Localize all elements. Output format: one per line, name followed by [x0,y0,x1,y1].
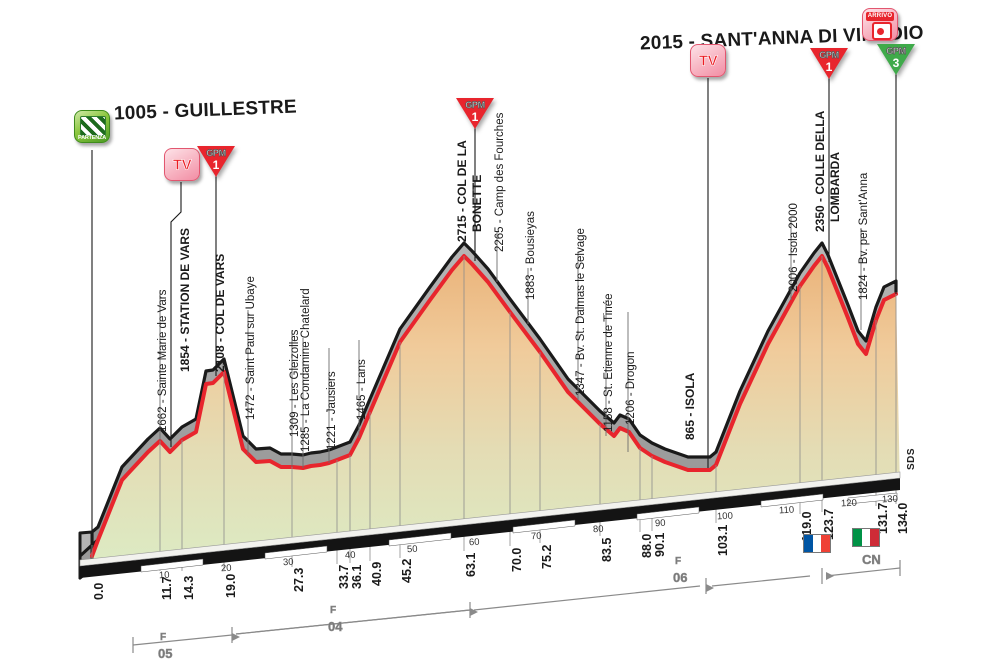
partenza-badge: PARTENZA [74,110,110,143]
route-line [90,254,898,558]
road-number-label: 06 [673,570,688,586]
road-country-label: F [330,605,337,617]
axis-white-segments [140,492,898,573]
marker-leader-lines [91,74,897,545]
gpm-label: GPM [206,148,227,159]
place-leader-lines [159,218,862,468]
partenza-label: PARTENZA [78,135,106,141]
distance-axis-top [79,471,901,567]
gpm-marker-santanna[interactable]: GPM 3 [877,44,915,75]
gpm-category: 3 [892,56,900,70]
gpm-category: 1 [471,110,479,124]
tv-badge: TV [690,44,726,77]
gpm-category: 1 [825,60,833,74]
road-number-label: 04 [328,619,343,635]
tv-label: TV [172,156,192,174]
gpm-triangle-icon: GPM 1 [456,98,494,129]
road-number-label: 05 [158,646,173,662]
checkered-flag-icon [80,116,106,136]
road-number-label: CN [862,552,881,568]
start-marker[interactable]: PARTENZA [74,110,110,143]
finish-marker[interactable]: ARRIVO [862,8,898,41]
gpm-label: GPM [465,100,486,111]
road-country-label: F [675,556,682,568]
gpm-marker-lombarda[interactable]: GPM 1 [810,48,848,79]
terrain-fill [92,256,900,568]
arrivo-label: ARRIVO [866,12,894,21]
finish-arch-icon [872,22,892,40]
gpm-triangle-icon: GPM 1 [197,146,235,177]
tv-marker-103-1[interactable]: TV [690,44,726,77]
tv-label: TV [698,52,718,70]
gpm-marker-col-de-vars[interactable]: GPM 1 [197,146,235,177]
italy-flag [852,528,880,547]
gpm-label: GPM [886,46,907,57]
gpm-marker-bonette[interactable]: GPM 1 [456,98,494,129]
arrivo-badge: ARRIVO [862,8,898,41]
gpm-triangle-icon: GPM 1 [810,48,848,79]
france-flag [803,534,831,553]
road-country-label: F [160,632,167,644]
gpm-label: GPM [819,50,840,61]
gpm-triangle-icon: GPM 3 [877,44,915,75]
gpm-category: 1 [212,158,220,172]
